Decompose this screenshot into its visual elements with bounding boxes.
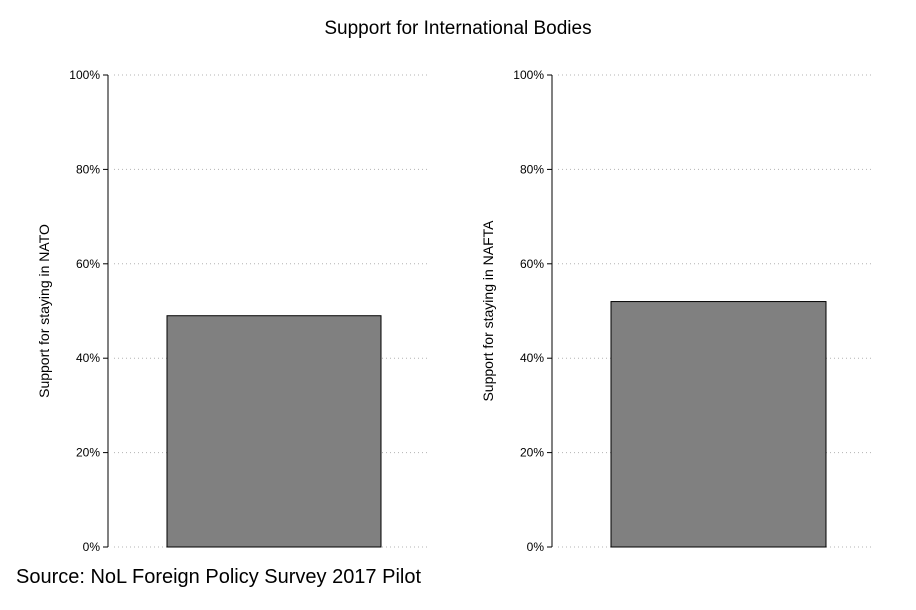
y-tick-label-nafta-1: 20% [520,446,544,460]
panel-nafta: 0% 20% 40% 60% 80% 100% Support for staying in… [480,68,872,554]
panel-nato: 0% 20% 40% 60% 80% 100% Support for staying in… [36,68,430,554]
source-note: Source: NoL Foreign Policy Survey 2017 P… [16,566,422,588]
y-tick-label-nato-5: 100% [69,68,100,82]
y-tick-label-nafta-2: 40% [520,351,544,365]
y-tick-label-nafta-5: 100% [513,68,544,82]
bar-nafta-0 [610,301,827,548]
y-tick-label-nato-2: 40% [76,351,100,365]
y-tick-label-nato-1: 20% [76,446,100,460]
bar-nato-0 [166,315,382,548]
chart-title: Support for International Bodies [324,18,591,39]
y-tick-label-nafta-3: 60% [520,257,544,271]
y-tick-label-nato-4: 80% [76,162,100,176]
y-tick-label-nato-3: 60% [76,257,100,271]
y-axis-label-nafta: Support for staying in NAFTA [480,220,496,402]
y-tick-label-nato-0: 0% [83,540,101,554]
y-tick-label-nafta-4: 80% [520,162,544,176]
y-tick-label-nafta-0: 0% [527,540,545,554]
y-axis-label-nato: Support for staying in NATO [36,224,52,398]
